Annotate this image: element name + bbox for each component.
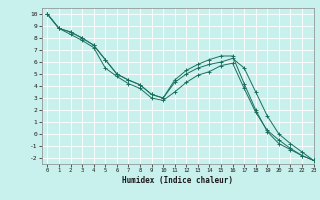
X-axis label: Humidex (Indice chaleur): Humidex (Indice chaleur) — [122, 176, 233, 185]
